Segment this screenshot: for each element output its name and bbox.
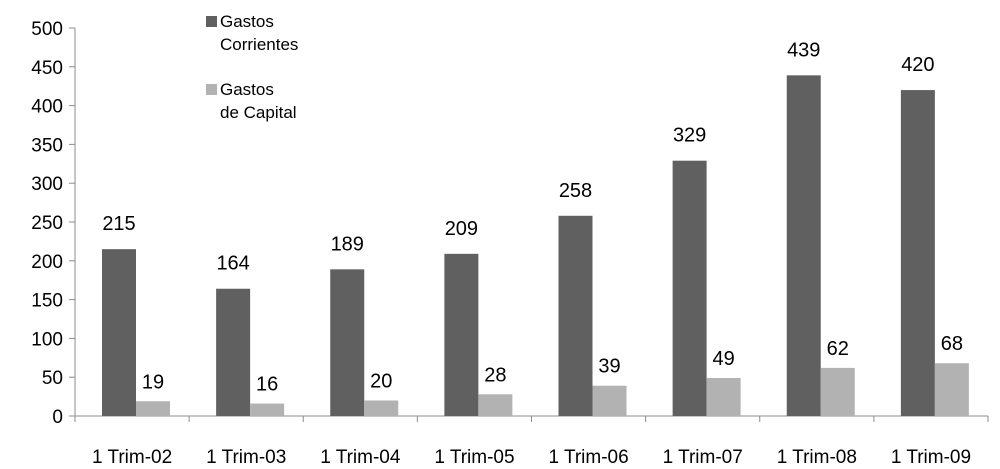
bar-gastos-corrientes <box>216 288 251 416</box>
data-labels: 215 19 164 16 189 20 209 28 258 39 329 49 439 62 420 68 <box>102 39 963 395</box>
data-label: 258 <box>559 180 592 202</box>
data-label: 439 <box>787 39 820 61</box>
legend: Gastos Corrientes Gastos de Capital <box>206 12 298 122</box>
data-label: 68 <box>941 333 963 355</box>
data-label: 20 <box>370 370 392 392</box>
legend-swatch <box>206 16 217 27</box>
data-label: 189 <box>331 233 364 255</box>
data-label: 28 <box>484 364 506 386</box>
bar-gastos-corrientes <box>558 215 593 416</box>
data-label: 209 <box>445 218 478 240</box>
x-tick-label: 1 Trim-06 <box>548 447 628 468</box>
y-tick-label: 150 <box>31 291 63 312</box>
data-label: 164 <box>216 253 249 275</box>
legend-label: Gastos <box>220 12 274 31</box>
legend-label: Gastos <box>220 80 274 99</box>
bar-gastos-de-capital <box>250 403 285 416</box>
x-tick-label: 1 Trim-02 <box>92 447 172 468</box>
bars <box>102 75 969 416</box>
bar-gastos-de-capital <box>136 401 170 416</box>
bar-gastos-corrientes <box>786 75 821 416</box>
x-tick-label: 1 Trim-08 <box>777 447 857 468</box>
bar-gastos-de-capital <box>706 377 741 416</box>
y-tick-label: 50 <box>42 368 63 389</box>
y-tick-label: 100 <box>31 329 63 350</box>
legend-label: de Capital <box>220 103 297 122</box>
bar-gastos-de-capital <box>820 367 855 416</box>
y-tick-label: 0 <box>52 407 63 428</box>
y-tick-label: 200 <box>31 252 63 273</box>
x-tick-label: 1 Trim-09 <box>891 447 971 468</box>
bar-gastos-de-capital <box>592 385 627 416</box>
x-tick-label: 1 Trim-04 <box>320 447 401 468</box>
legend-swatch <box>206 84 217 95</box>
bar-gastos-de-capital <box>934 363 969 416</box>
y-tick-label: 300 <box>31 174 63 195</box>
bar-gastos-corrientes <box>900 90 935 416</box>
data-label: 329 <box>673 125 706 147</box>
y-tick-label: 350 <box>31 135 63 156</box>
y-tick-label: 450 <box>31 58 63 79</box>
y-tick-label: 400 <box>31 97 63 118</box>
data-label: 49 <box>713 348 735 370</box>
bar-gastos-corrientes <box>672 160 707 416</box>
y-axis: 0 50 100 150 200 250 300 350 400 450 500 <box>31 19 76 428</box>
x-tick-label: 1 Trim-03 <box>206 447 286 468</box>
data-label: 62 <box>827 338 849 360</box>
data-label: 420 <box>901 54 934 76</box>
bar-gastos-de-capital <box>364 400 399 416</box>
x-tick-label: 1 Trim-05 <box>434 447 514 468</box>
data-label: 39 <box>598 356 620 378</box>
x-axis: 1 Trim-02 1 Trim-03 1 Trim-04 1 Trim-05 1 Tr… <box>74 415 989 468</box>
bar-gastos-corrientes <box>330 269 365 416</box>
data-label: 215 <box>102 213 135 235</box>
y-tick-label: 500 <box>31 19 63 40</box>
data-label: 16 <box>256 374 278 396</box>
bar-gastos-de-capital <box>478 394 513 416</box>
data-label: 19 <box>142 371 164 393</box>
legend-label: Corrientes <box>220 35 298 54</box>
y-tick-label: 250 <box>31 213 63 234</box>
bar-gastos-corrientes <box>444 253 479 416</box>
bar-gastos-corrientes <box>102 249 136 416</box>
x-tick-label: 1 Trim-07 <box>663 447 743 468</box>
